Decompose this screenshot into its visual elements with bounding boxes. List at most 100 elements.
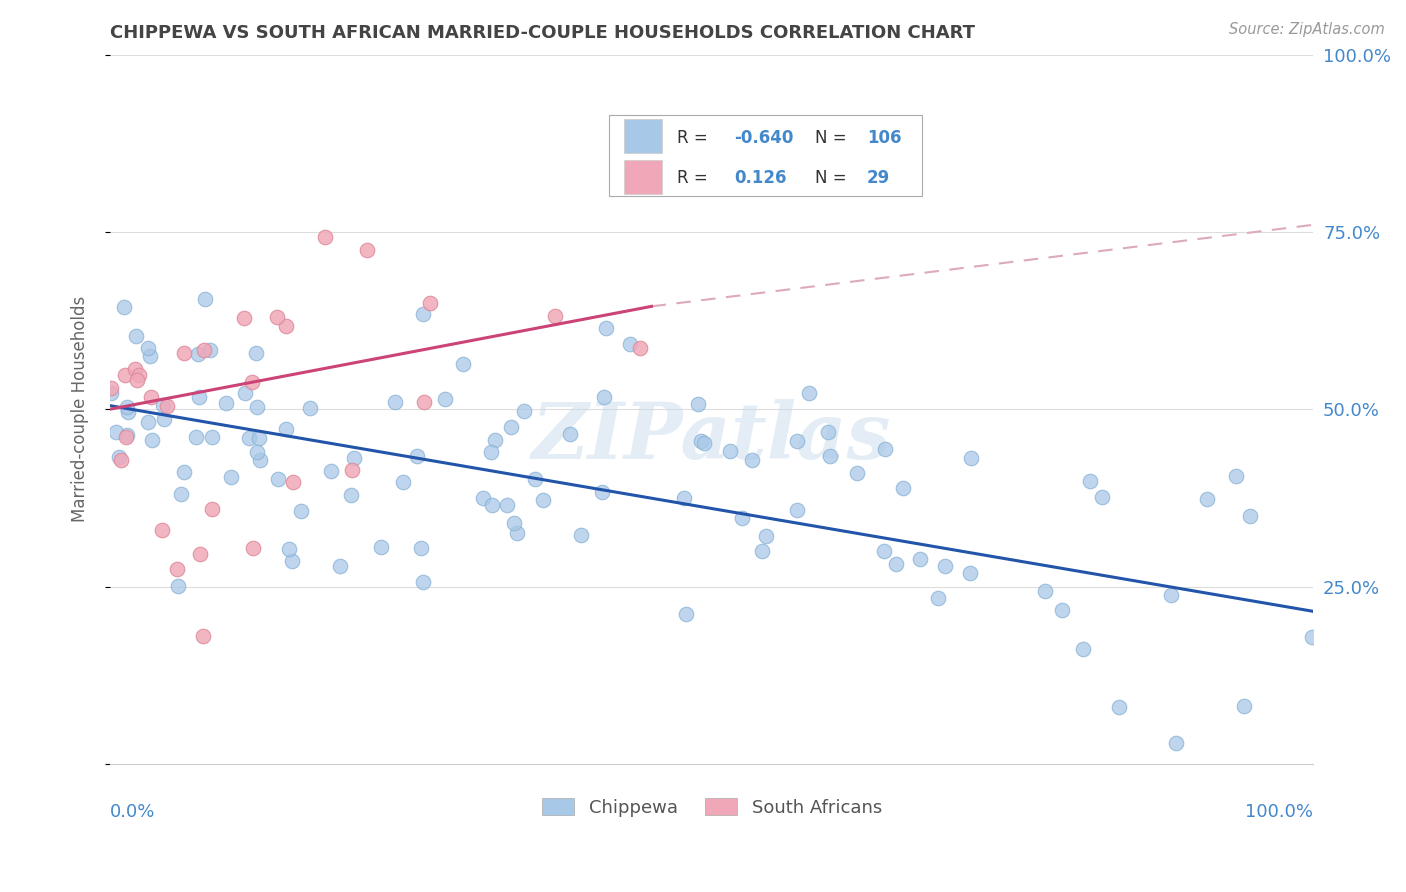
- Point: [786, 434, 808, 449]
- Point: [242, 541, 264, 556]
- Point: [343, 450, 366, 465]
- Point: [693, 436, 716, 450]
- Point: [524, 472, 547, 486]
- Point: [281, 554, 304, 568]
- Point: [356, 243, 378, 257]
- Point: [340, 463, 363, 477]
- Point: [125, 329, 148, 343]
- Point: [124, 362, 146, 376]
- Point: [314, 230, 336, 244]
- Point: [934, 559, 956, 574]
- Point: [959, 450, 981, 465]
- Point: [481, 498, 503, 512]
- Point: [503, 516, 526, 530]
- Point: [215, 396, 238, 410]
- Point: [755, 529, 778, 543]
- Point: [484, 433, 506, 447]
- Point: [152, 412, 174, 426]
- Point: [884, 557, 907, 571]
- Point: [891, 482, 914, 496]
- Point: [817, 425, 839, 439]
- Point: [221, 470, 243, 484]
- Point: [107, 450, 129, 465]
- Point: [433, 392, 456, 407]
- Point: [238, 431, 260, 445]
- Point: [201, 502, 224, 516]
- Y-axis label: Married-couple Households: Married-couple Households: [72, 296, 89, 523]
- Point: [409, 541, 432, 556]
- Point: [340, 488, 363, 502]
- Point: [927, 591, 949, 606]
- Point: [173, 465, 195, 479]
- Point: [139, 390, 162, 404]
- Point: [495, 498, 517, 512]
- Point: [419, 296, 441, 310]
- Point: [384, 395, 406, 409]
- Point: [100, 386, 122, 401]
- Point: [690, 434, 713, 448]
- Point: [188, 390, 211, 404]
- Point: [298, 401, 321, 415]
- Bar: [609, 115, 922, 196]
- Point: [544, 310, 567, 324]
- Point: [1033, 584, 1056, 599]
- Point: [166, 562, 188, 576]
- Text: R =: R =: [676, 169, 713, 187]
- Point: [595, 320, 617, 334]
- Bar: [624, 160, 662, 194]
- Text: N =: N =: [815, 169, 852, 187]
- Text: CHIPPEWA VS SOUTH AFRICAN MARRIED-COUPLE HOUSEHOLDS CORRELATION CHART: CHIPPEWA VS SOUTH AFRICAN MARRIED-COUPLE…: [110, 24, 976, 42]
- Text: 0.126: 0.126: [734, 169, 787, 187]
- Point: [370, 541, 392, 555]
- Point: [786, 503, 808, 517]
- Point: [873, 544, 896, 558]
- Point: [820, 450, 842, 464]
- Point: [100, 381, 122, 395]
- Point: [139, 349, 162, 363]
- Point: [1225, 469, 1247, 483]
- Point: [267, 472, 290, 486]
- Point: [138, 415, 160, 429]
- Point: [290, 504, 312, 518]
- Point: [249, 452, 271, 467]
- Point: [1160, 588, 1182, 602]
- Point: [846, 467, 869, 481]
- Point: [451, 357, 474, 371]
- Point: [319, 464, 342, 478]
- Point: [391, 475, 413, 489]
- Point: [274, 318, 297, 333]
- Text: R =: R =: [676, 128, 713, 146]
- Point: [628, 341, 651, 355]
- Point: [619, 337, 641, 351]
- Point: [152, 523, 174, 537]
- Point: [198, 343, 221, 358]
- Point: [1197, 492, 1219, 507]
- Point: [167, 579, 190, 593]
- Point: [512, 404, 534, 418]
- Point: [110, 452, 132, 467]
- Point: [675, 607, 697, 621]
- Point: [136, 341, 159, 355]
- Point: [741, 453, 763, 467]
- Point: [1078, 474, 1101, 488]
- Point: [114, 368, 136, 382]
- Point: [505, 526, 527, 541]
- Point: [233, 310, 256, 325]
- Point: [112, 300, 135, 314]
- Point: [1166, 735, 1188, 749]
- Point: [329, 559, 352, 574]
- Point: [593, 390, 616, 404]
- Point: [1108, 700, 1130, 714]
- Point: [152, 398, 174, 412]
- Point: [266, 310, 288, 324]
- Text: 0.0%: 0.0%: [110, 803, 156, 821]
- Point: [127, 373, 149, 387]
- Point: [188, 547, 211, 561]
- Point: [245, 346, 267, 360]
- Point: [156, 399, 179, 413]
- Text: 100.0%: 100.0%: [1246, 803, 1313, 821]
- Point: [1239, 508, 1261, 523]
- Point: [104, 425, 127, 439]
- Point: [731, 511, 754, 525]
- Point: [481, 444, 503, 458]
